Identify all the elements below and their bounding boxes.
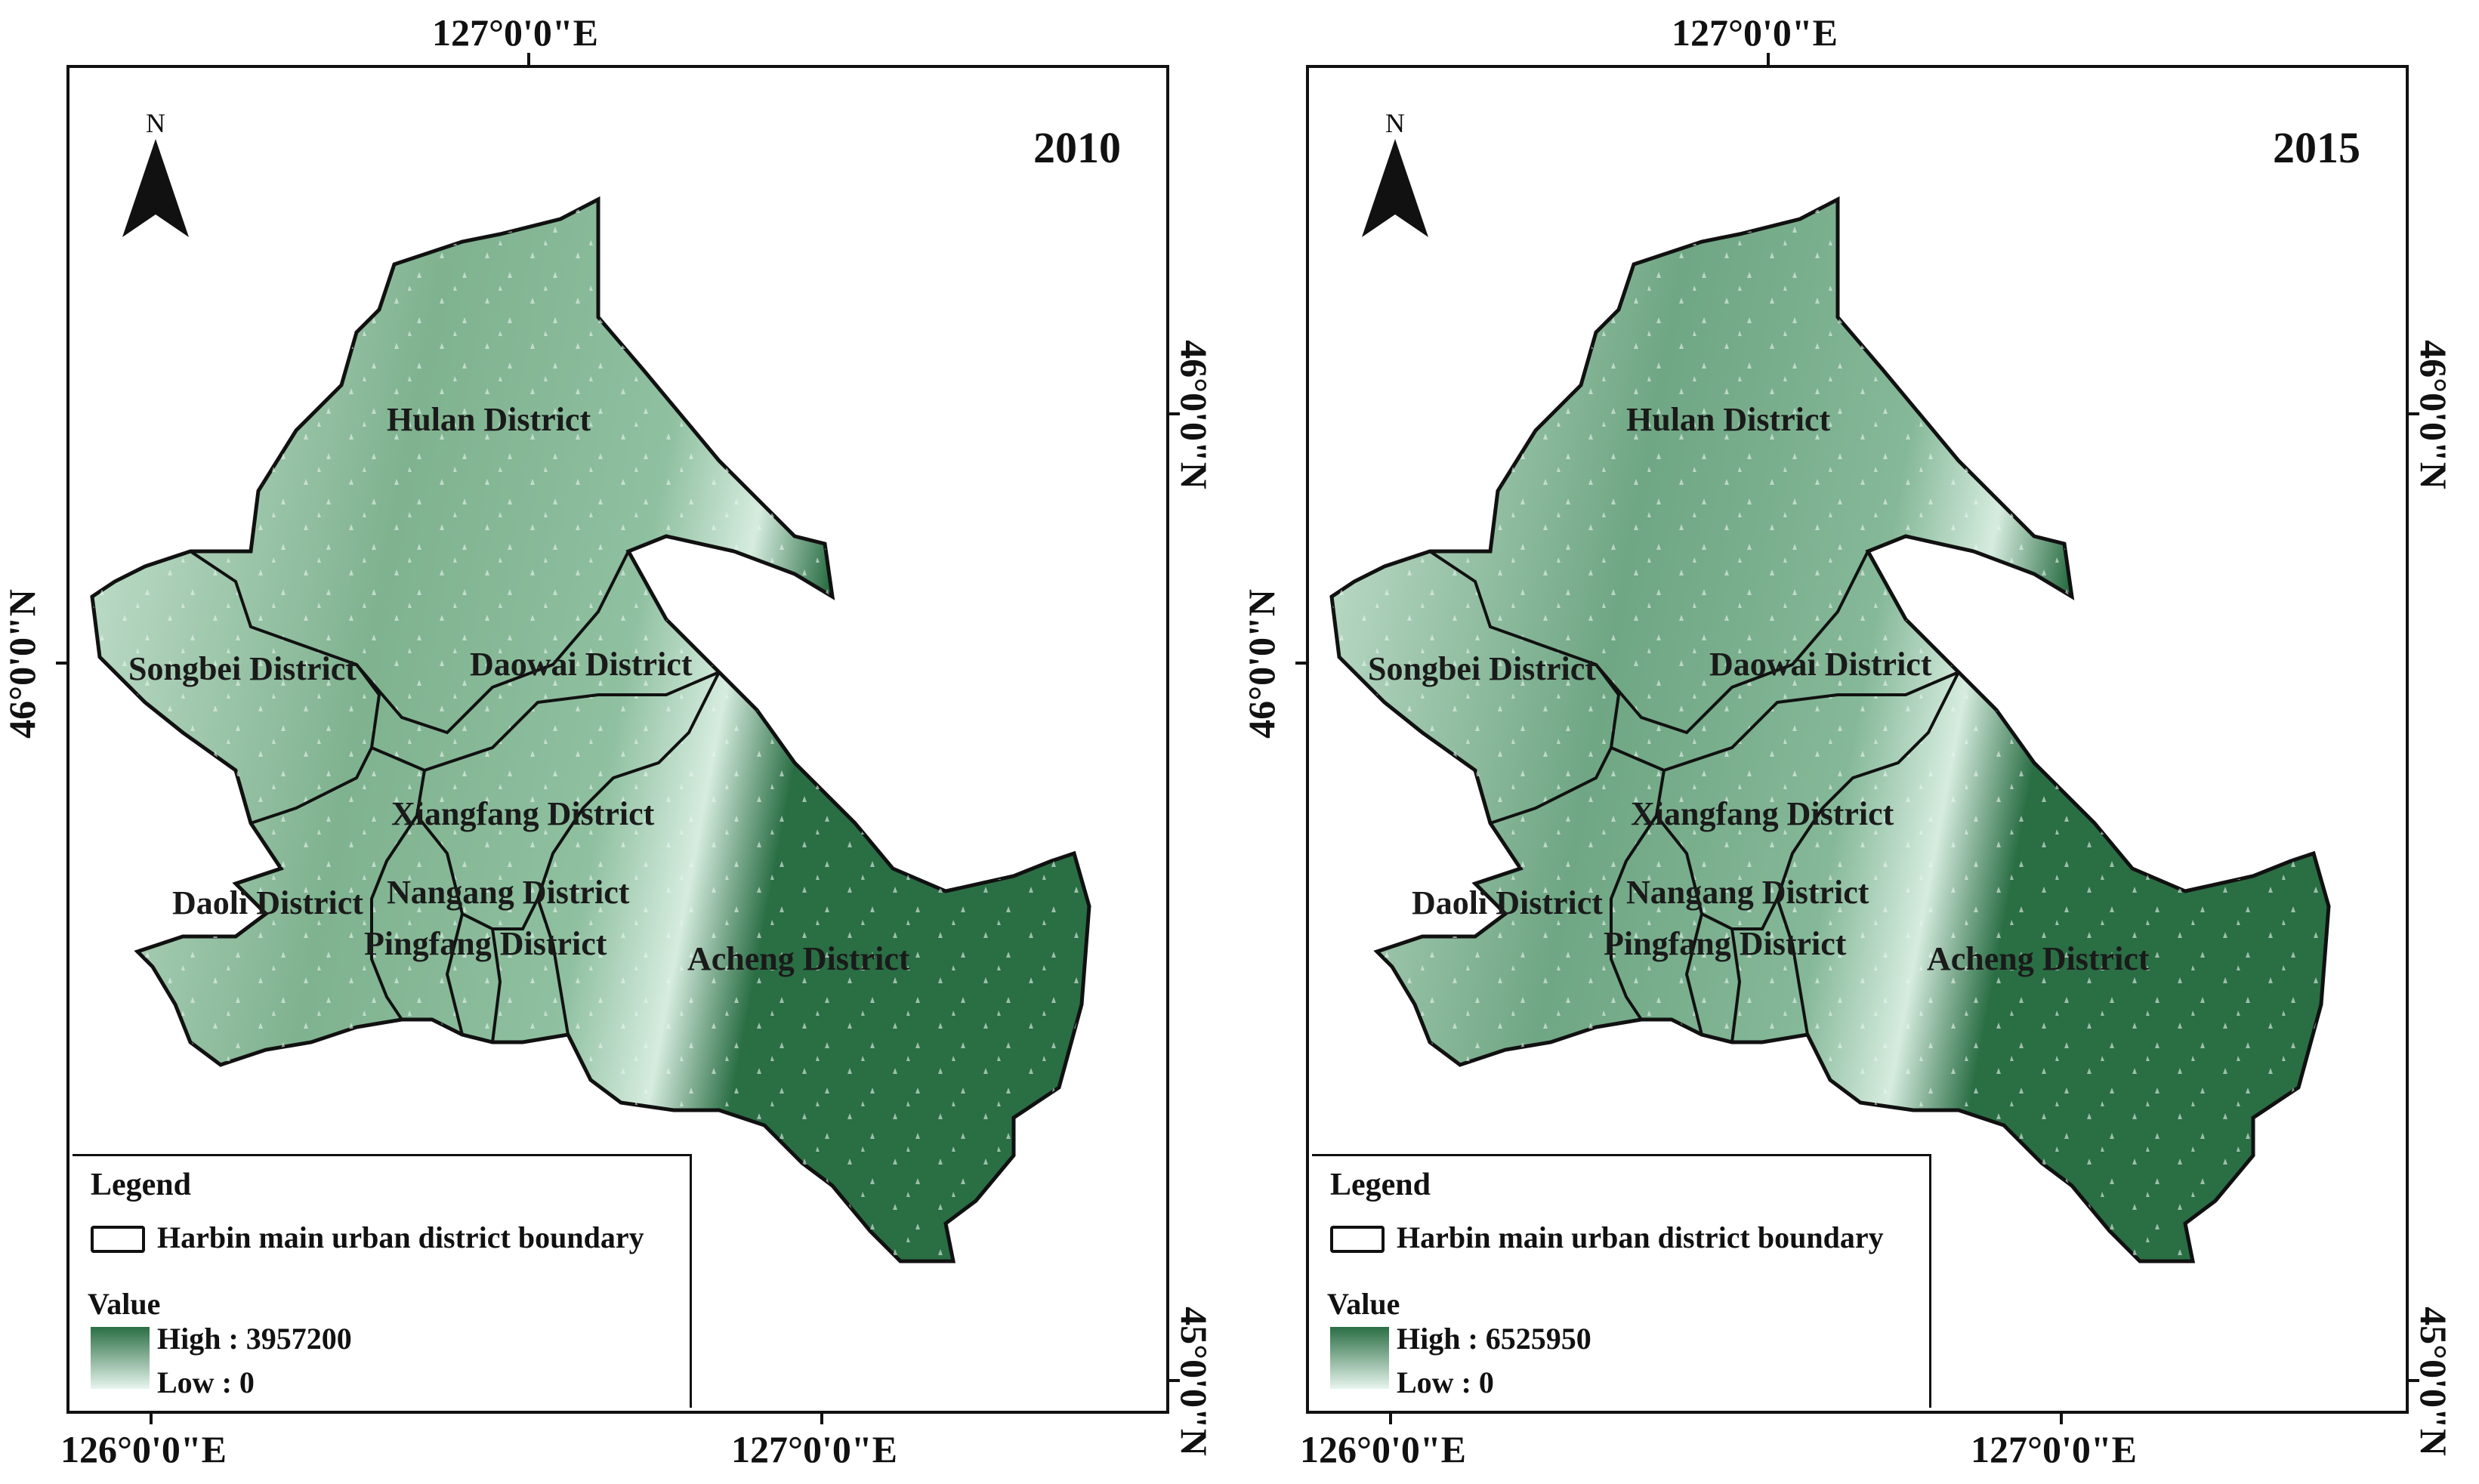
top-longitude-label: 127°0'0"E [1672, 11, 1838, 54]
map-canvas [90, 196, 1091, 1263]
left-latitude-label: 46°0'0"N [0, 589, 43, 739]
legend-box: Legend Harbin main urban district bounda… [1312, 1154, 1931, 1408]
district-label-acheng: Acheng District [687, 940, 910, 977]
district-label-pingfang: Pingfang District [364, 925, 607, 962]
map-panel-2010: 127°0'0"E [0, 11, 1215, 1470]
map-canvas [1329, 196, 2331, 1263]
value-low-label: Low : 0 [157, 1365, 255, 1399]
left-tick [56, 662, 66, 665]
north-arrow-label: N [1385, 108, 1405, 138]
left-tick [1295, 662, 1306, 665]
bottom-longitude-label-2: 127°0'0"E [731, 1428, 897, 1470]
bottom-tick-2 [820, 1414, 823, 1424]
year-label: 2015 [2273, 123, 2360, 172]
district-label-daowai: Daowai District [470, 646, 693, 683]
year-label: 2010 [1033, 123, 1121, 172]
district-label-songbei: Songbei District [1368, 650, 1596, 687]
bottom-longitude-label-1: 126°0'0"E [1300, 1428, 1466, 1470]
district-label-daoli: Daoli District [172, 884, 363, 921]
value-legend-title: Value [1327, 1287, 1400, 1321]
right-tick-1 [1169, 412, 1180, 415]
district-label-hulan: Hulan District [1626, 401, 1831, 438]
district-label-xiangfang: Xiangfang District [391, 795, 655, 832]
district-label-daoli: Daoli District [1412, 884, 1603, 921]
top-longitude-label: 127°0'0"E [432, 11, 598, 54]
right-tick-1 [2409, 412, 2419, 415]
boundary-legend-label: Harbin main urban district boundary [1397, 1220, 1884, 1254]
district-label-daowai: Daowai District [1709, 646, 1932, 683]
map-frame: Hulan District Songbei District Daowai D… [1306, 65, 2409, 1414]
district-label-songbei: Songbei District [128, 650, 357, 687]
district-boundaries [189, 550, 721, 1043]
top-tick [527, 53, 530, 66]
district-label-nangang: Nangang District [1626, 874, 1869, 911]
right-tick-2 [1169, 1379, 1180, 1382]
value-color-ramp [1330, 1327, 1389, 1389]
right-tick-2 [2409, 1379, 2419, 1382]
district-label-xiangfang: Xiangfang District [1631, 795, 1894, 832]
district-label-acheng: Acheng District [1927, 940, 2150, 977]
north-arrow-icon: N [1362, 107, 1428, 241]
map-frame: Hulan District Songbei District Daowai D… [66, 65, 1169, 1414]
legend-title: Legend [1330, 1168, 1431, 1202]
district-label-nangang: Nangang District [387, 874, 630, 911]
value-high-label: High : 6525950 [1397, 1322, 1591, 1356]
value-high-label: High : 3957200 [157, 1322, 352, 1356]
left-latitude-label: 46°0'0"N [1240, 589, 1283, 739]
boundary-swatch [91, 1226, 145, 1253]
bottom-longitude-label-1: 126°0'0"E [60, 1428, 227, 1470]
top-tick [1767, 53, 1770, 66]
bottom-tick-1 [1389, 1414, 1392, 1424]
boundary-swatch [1330, 1226, 1385, 1253]
north-arrow-icon: N [122, 107, 189, 241]
district-boundaries [1428, 550, 1960, 1043]
district-label-hulan: Hulan District [387, 401, 591, 438]
bottom-tick-2 [2060, 1414, 2063, 1424]
value-legend-title: Value [88, 1287, 161, 1321]
map-panel-2015: 127°0'0"E [1240, 0, 2479, 1484]
bottom-tick-1 [150, 1414, 153, 1424]
boundary-legend-label: Harbin main urban district boundary [157, 1220, 644, 1254]
legend-box: Legend Harbin main urban district bounda… [73, 1154, 692, 1408]
district-label-pingfang: Pingfang District [1604, 925, 1847, 962]
bottom-longitude-label-2: 127°0'0"E [1971, 1428, 2137, 1470]
value-color-ramp [91, 1327, 150, 1389]
value-low-label: Low : 0 [1397, 1365, 1494, 1399]
legend-title: Legend [91, 1168, 192, 1202]
north-arrow-label: N [146, 108, 165, 138]
